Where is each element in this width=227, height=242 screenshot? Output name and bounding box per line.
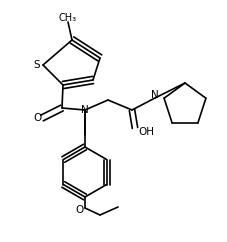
- Text: S: S: [34, 60, 40, 70]
- Text: OH: OH: [138, 127, 154, 137]
- Text: CH₃: CH₃: [59, 13, 77, 23]
- Text: N: N: [151, 90, 159, 100]
- Text: N: N: [81, 105, 89, 115]
- Text: O: O: [34, 113, 42, 123]
- Text: O: O: [76, 205, 84, 215]
